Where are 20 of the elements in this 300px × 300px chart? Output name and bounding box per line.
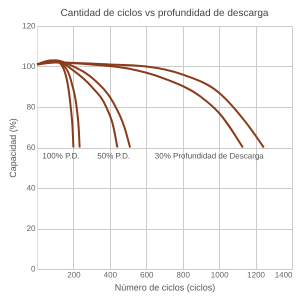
chart-title: Cantidad de ciclos vs profundidad de descarga [60, 8, 269, 19]
y-tick-label: 40 [26, 184, 36, 192]
y-tick-label: 120 [22, 22, 36, 30]
y-tick-label: 80 [26, 102, 36, 112]
x-axis-title: Número de ciclos (ciclos) [114, 282, 216, 292]
y-tick-label: 60 [26, 143, 36, 152]
y-tick-label: 20 [26, 224, 36, 233]
y-axis-title: Capacidad (%) [8, 118, 18, 178]
x-tick-label: 1200 [247, 270, 266, 280]
annotation: 30% Profundidad de Descarga [154, 152, 264, 160]
annotation: 100% P.D. [42, 152, 80, 160]
y-tick-label: 100 [22, 62, 36, 71]
x-tick-label: 1400 [274, 270, 294, 280]
x-tick-label: 200 [67, 270, 82, 280]
x-tick-label: 1000 [210, 270, 230, 280]
x-tick-label: 800 [176, 270, 190, 280]
x-tick-label: 400 [104, 270, 118, 280]
y-tick-label: 0 [31, 264, 36, 274]
x-tick-label: 600 [140, 270, 154, 280]
annotation: 50% P.D. [97, 152, 130, 160]
